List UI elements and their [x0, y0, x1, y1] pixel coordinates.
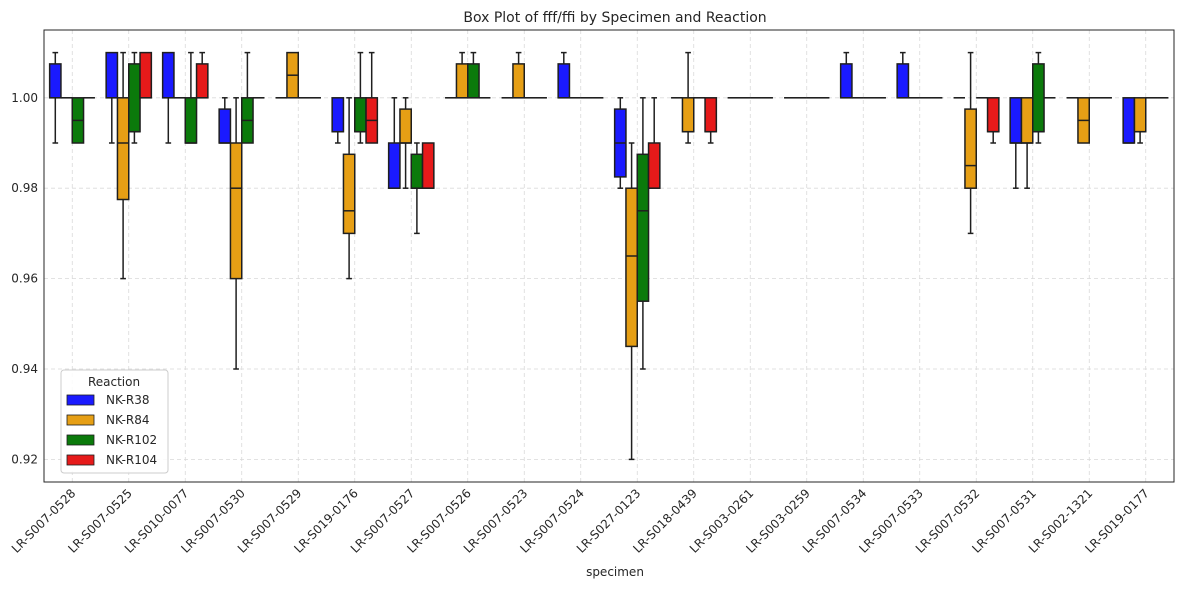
box-nk-r38 — [331, 97, 345, 144]
box-nk-r38 — [1122, 97, 1136, 144]
legend-swatch — [66, 454, 95, 466]
legend-swatch — [66, 414, 95, 426]
box-nk-r104 — [986, 97, 1000, 144]
box-nk-r38 — [839, 51, 853, 99]
box-nk-r84 — [964, 51, 978, 235]
box-nk-r84 — [229, 97, 243, 370]
y-ticks: 0.92 0.94 0.96 0.98 1.00 — [11, 91, 38, 467]
box-body — [986, 97, 1000, 133]
box-nk-r84 — [342, 97, 356, 280]
box-body — [896, 63, 910, 99]
box-body — [161, 51, 175, 99]
legend-title: Reaction — [88, 375, 140, 389]
plot-frame — [43, 29, 1175, 483]
box-body — [557, 63, 571, 99]
box-nk-r84 — [399, 97, 413, 189]
box-nk-r102 — [636, 97, 650, 370]
chart-title: Box Plot of fff/ffi by Specimen and Reac… — [463, 10, 766, 26]
legend-label: NK-R102 — [106, 433, 157, 447]
box-nk-r104 — [195, 51, 209, 99]
box-nk-r102 — [71, 97, 85, 144]
box-nk-r84 — [286, 51, 300, 99]
y-tick-label: 0.98 — [11, 181, 38, 195]
box-body — [1032, 63, 1045, 133]
box-body — [704, 97, 718, 133]
box-body — [48, 63, 62, 99]
box-body — [1133, 97, 1147, 133]
legend-swatch — [66, 394, 95, 406]
box-nk-r84 — [512, 51, 526, 99]
box-body — [455, 63, 469, 99]
box-nk-r38 — [161, 51, 175, 144]
box-body — [467, 63, 480, 99]
legend-swatch — [66, 434, 95, 446]
box-nk-r38 — [896, 51, 910, 99]
box-body — [184, 97, 198, 144]
box-body — [218, 108, 232, 144]
box-nk-r102 — [467, 51, 480, 99]
box-body — [342, 153, 356, 235]
box-body — [681, 97, 695, 133]
legend-entries: NK-R38 NK-R84 NK-R102 NK-R104 — [66, 393, 157, 467]
box-body — [387, 142, 401, 189]
box-nk-r84 — [1133, 97, 1147, 144]
box-nk-r38 — [218, 97, 232, 144]
legend-label: NK-R104 — [106, 453, 157, 467]
box-nk-r102 — [1032, 51, 1045, 144]
box-body — [105, 51, 119, 99]
box-nk-r104 — [704, 97, 718, 144]
box-body — [636, 153, 650, 302]
x-axis-label: specimen — [586, 565, 644, 579]
box-body — [1009, 97, 1023, 144]
box-body — [331, 97, 345, 133]
box-body — [229, 142, 243, 280]
box-body — [195, 63, 209, 99]
box-body — [116, 97, 130, 201]
y-tick-label: 1.00 — [11, 91, 38, 105]
box-body — [1020, 97, 1034, 144]
box-layer — [48, 51, 1169, 461]
box-body — [647, 142, 661, 189]
box-body — [512, 63, 526, 99]
box-body — [625, 187, 639, 348]
legend: Reaction NK-R38 NK-R84 NK-R102 NK-R104 — [60, 369, 169, 474]
box-body — [399, 108, 413, 144]
box-nk-r38 — [387, 97, 401, 189]
legend-label: NK-R84 — [106, 413, 150, 427]
box-body — [128, 63, 141, 133]
y-tick-label: 0.94 — [11, 362, 38, 376]
box-body — [964, 108, 978, 189]
y-tick-label: 0.92 — [11, 452, 38, 466]
box-nk-r38 — [105, 51, 119, 144]
y-tick-label: 0.96 — [11, 272, 38, 286]
box-nk-r38 — [613, 97, 627, 189]
box-nk-r102 — [184, 51, 198, 144]
box-body — [1122, 97, 1136, 144]
box-body — [410, 153, 424, 189]
box-body — [839, 63, 853, 99]
box-nk-r84 — [1077, 97, 1090, 144]
box-nk-r102 — [128, 51, 141, 144]
box-nk-r104 — [139, 51, 153, 99]
box-nk-r38 — [48, 51, 62, 144]
box-nk-r104 — [647, 97, 661, 189]
box-body — [354, 97, 367, 133]
legend-label: NK-R38 — [106, 393, 150, 407]
box-nk-r102 — [241, 51, 254, 144]
box-nk-r104 — [421, 142, 435, 189]
box-nk-r84 — [116, 51, 130, 280]
box-body — [421, 142, 435, 189]
box-nk-r104 — [365, 51, 379, 144]
box-nk-r84 — [681, 51, 695, 144]
box-nk-r38 — [557, 51, 571, 99]
box-body — [139, 51, 153, 99]
